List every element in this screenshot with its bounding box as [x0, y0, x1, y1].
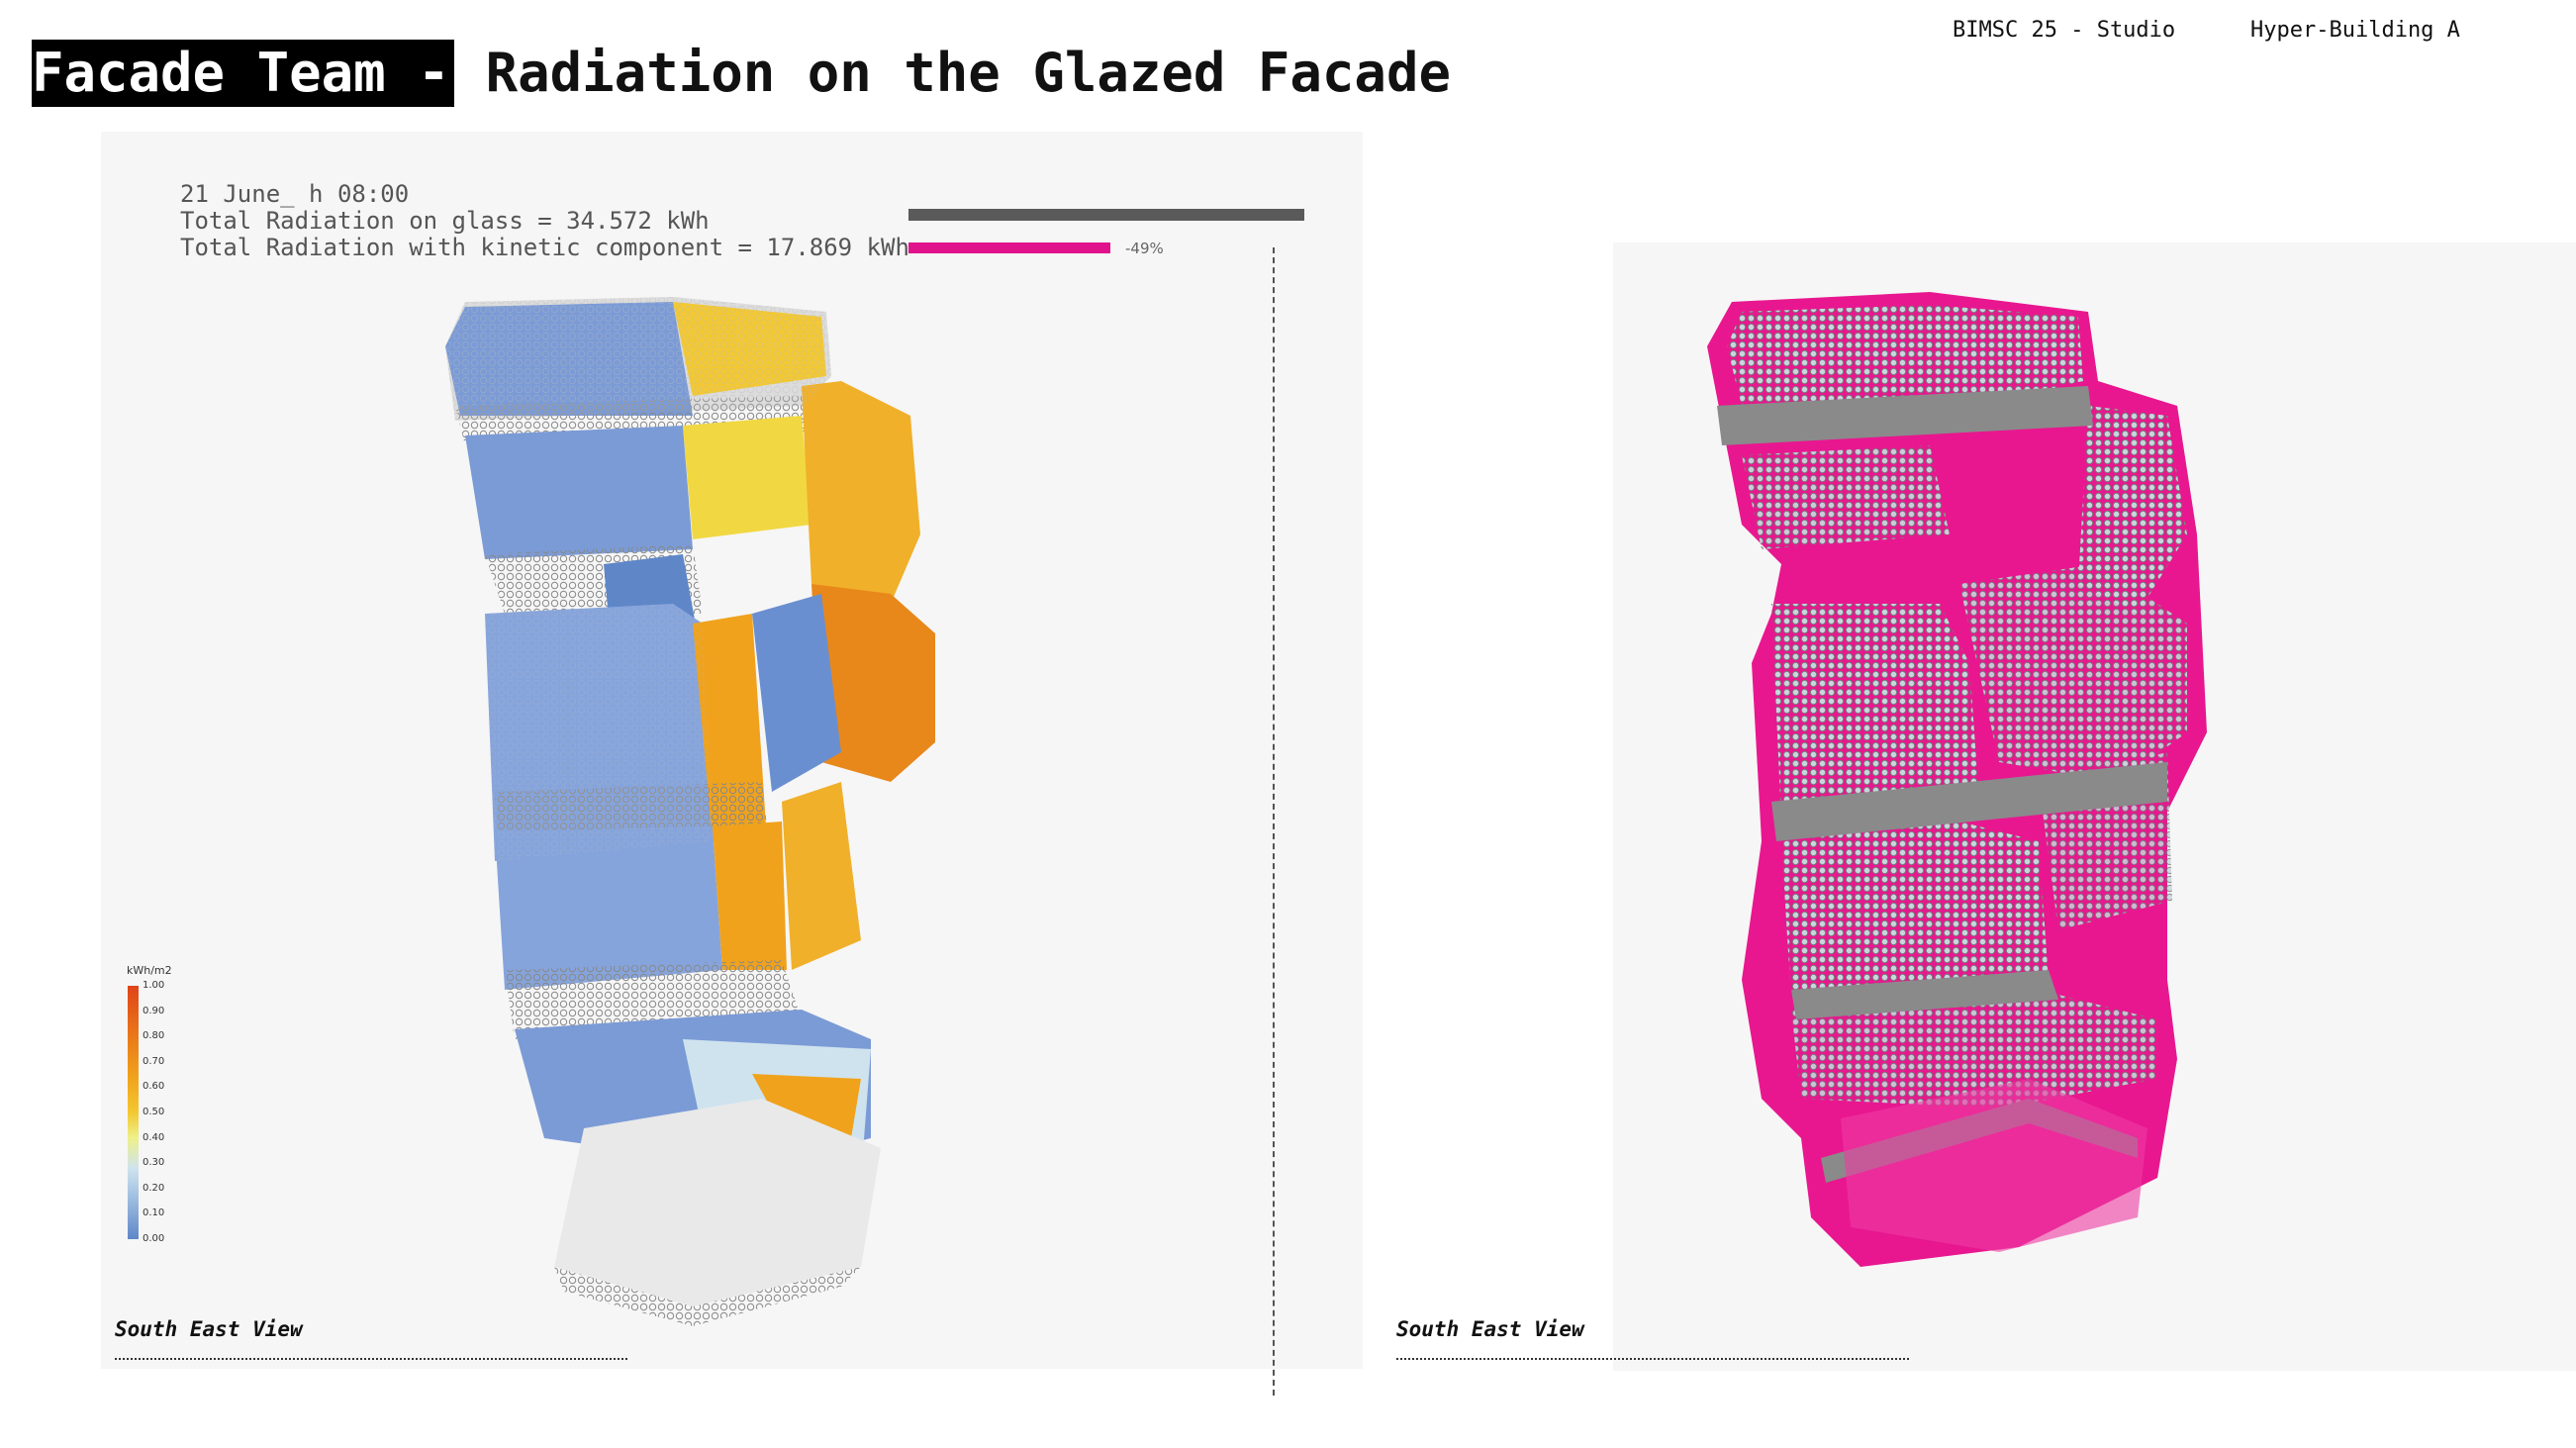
panel-divider [1273, 247, 1275, 1396]
glass-radiation-bar [908, 209, 1304, 221]
right-caption-rule [1396, 1358, 1909, 1360]
kinetic-building-render [1707, 292, 2207, 1267]
radiation-building-render [445, 297, 935, 1326]
total-radiation-glass: Total Radiation on glass = 34.572 kWh [180, 207, 710, 235]
project-label: Hyper-Building A [2250, 18, 2460, 43]
legend-tick: 0.70 [143, 1055, 165, 1067]
legend-color-scale [128, 986, 139, 1239]
legend-tick: 1.00 [143, 980, 165, 991]
title-highlight: Facade Team - [32, 40, 454, 107]
left-view-caption: South East View [115, 1317, 303, 1341]
title-main: Radiation on the Glazed Facade [485, 42, 1451, 104]
right-view-caption: South East View [1396, 1317, 1584, 1341]
kinetic-radiation-bar [908, 242, 1110, 253]
legend-tick: 0.20 [143, 1182, 165, 1194]
radiation-legend: kWh/m2 1.00 0.90 0.80 0.70 0.60 0.50 0.4… [121, 960, 239, 1257]
legend-tick: 0.80 [143, 1030, 165, 1042]
legend-tick: 0.10 [143, 1207, 165, 1219]
left-caption-rule [115, 1358, 627, 1360]
date-line: 21 June_ h 08:00 [180, 180, 410, 208]
reduction-label: -49% [1125, 240, 1164, 257]
page-title: Facade Team - Radiation on the Glazed Fa… [32, 40, 1451, 107]
legend-tick: 0.40 [143, 1131, 165, 1143]
legend-unit: kWh/m2 [127, 964, 172, 977]
legend-tick: 0.50 [143, 1107, 165, 1117]
total-radiation-kinetic: Total Radiation with kinetic component =… [180, 234, 909, 261]
legend-tick: 0.60 [143, 1081, 165, 1093]
legend-tick: 0.00 [143, 1233, 165, 1244]
legend-tick: 0.30 [143, 1157, 165, 1169]
studio-label: BIMSC 25 - Studio [1953, 18, 2176, 43]
legend-tick: 0.90 [143, 1005, 165, 1016]
